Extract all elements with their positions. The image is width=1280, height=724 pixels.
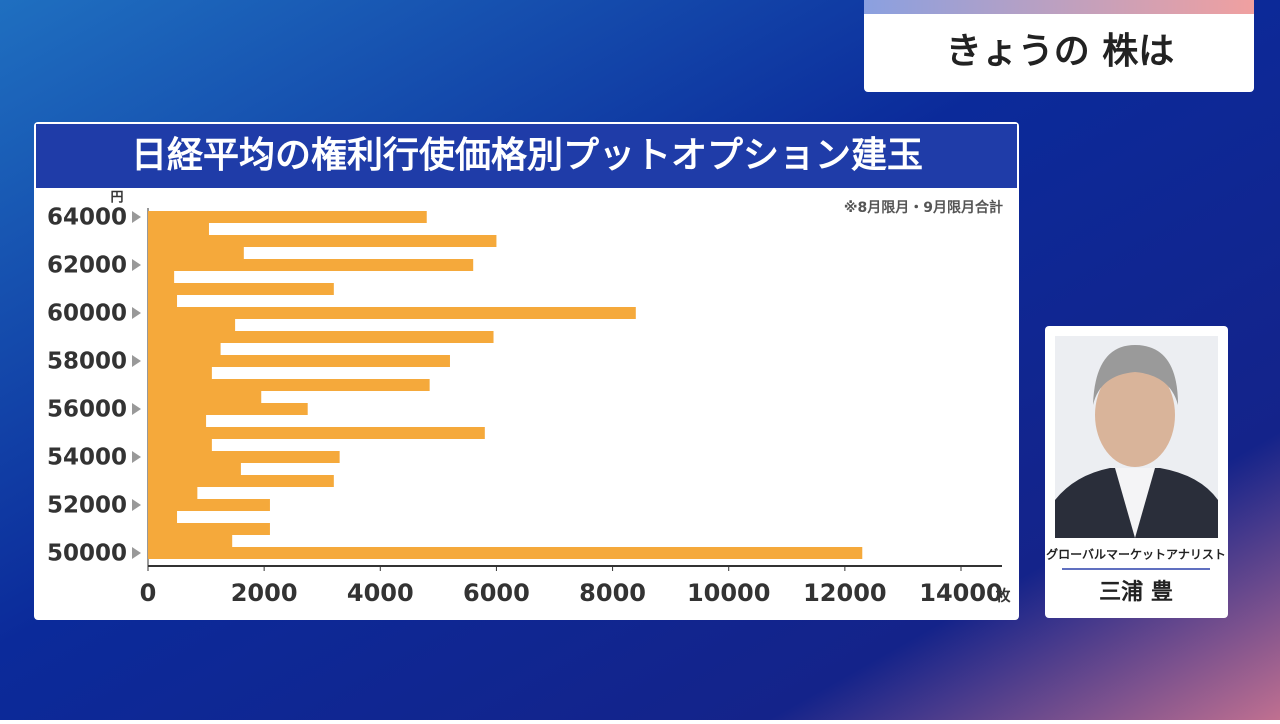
bar (148, 223, 209, 235)
y-tick-label: 56000 (47, 397, 127, 423)
photo-hair (1093, 345, 1178, 405)
bar (148, 439, 212, 451)
bar (148, 295, 178, 307)
bar (148, 211, 427, 223)
bar (148, 331, 494, 343)
bar (148, 247, 244, 259)
y-tick-marker (132, 403, 141, 415)
x-tick-label: 8000 (579, 579, 646, 607)
y-tick-label: 58000 (47, 349, 127, 375)
y-tick-marker (132, 499, 141, 511)
presenter-name: 三浦 豊 (1099, 579, 1173, 605)
bar (148, 487, 198, 499)
y-tick-label: 60000 (47, 301, 127, 327)
chart-title: 日経平均の権利行使価格別プットオプション建玉 (131, 135, 923, 176)
y-tick-label: 54000 (47, 445, 127, 471)
y-tick-label: 64000 (47, 205, 127, 231)
presenter-role: グローバルマーケットアナリスト (1046, 547, 1226, 562)
photo-shirt (1115, 468, 1155, 538)
bar (148, 367, 212, 379)
photo-face (1095, 363, 1175, 467)
bar (148, 403, 308, 415)
bar (148, 271, 175, 283)
header-title: きょうの 株は (946, 31, 1175, 72)
bar (148, 499, 270, 511)
bar (148, 463, 241, 475)
bar (148, 379, 430, 391)
bar (148, 475, 334, 487)
y-tick-marker (132, 355, 141, 367)
bar (148, 511, 178, 523)
bar (148, 319, 236, 331)
y-tick-marker (132, 259, 141, 271)
title-bar (36, 124, 1017, 188)
y-tick-label: 52000 (47, 493, 127, 519)
bar (148, 415, 207, 427)
y-tick-label: 62000 (47, 253, 127, 279)
y-tick-label: 50000 (47, 541, 127, 567)
x-tick-label: 6000 (463, 579, 530, 607)
bar (148, 235, 497, 247)
y-tick-marker (132, 211, 141, 223)
bar (148, 307, 636, 319)
y-tick-marker (132, 307, 141, 319)
bar (148, 547, 863, 559)
x-tick-label: 4000 (347, 579, 414, 607)
x-tick-label: 12000 (803, 579, 887, 607)
x-tick-label: 10000 (687, 579, 771, 607)
bar (148, 451, 340, 463)
bar (148, 259, 474, 271)
bar (148, 391, 262, 403)
bar (148, 535, 233, 547)
x-unit: 枚 (995, 587, 1011, 605)
bar (148, 355, 450, 367)
y-tick-marker (132, 547, 141, 559)
header-strip (864, 0, 1254, 14)
bar (148, 523, 270, 535)
y-tick-marker (132, 451, 141, 463)
x-tick-label: 14000 (919, 579, 1003, 607)
y-unit: 円 (110, 191, 123, 206)
bar (148, 283, 334, 295)
bar (148, 343, 221, 355)
x-tick-label: 0 (140, 579, 157, 607)
x-tick-label: 2000 (231, 579, 298, 607)
bar (148, 427, 485, 439)
header-box (864, 0, 1254, 92)
plot: 0 2000 4000 6000 8000 10000 12000 14000 64000 620… (47, 205, 1003, 608)
chart-note: ※8月限月・9月限月合計 (844, 199, 1003, 216)
